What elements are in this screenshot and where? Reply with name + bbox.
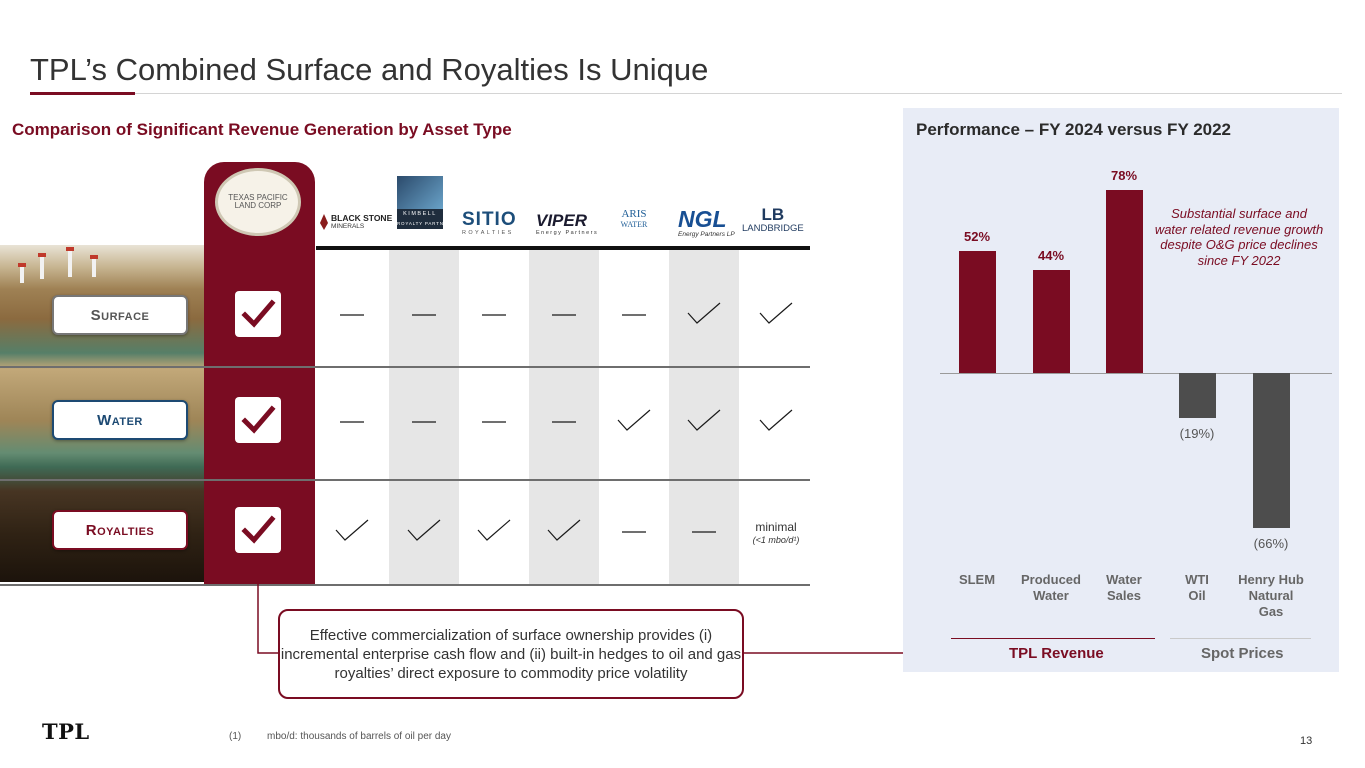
- logo-name: BLACK STONE: [331, 213, 393, 223]
- logo-name: VIPER: [536, 211, 588, 230]
- row-label-surface: Surface: [52, 295, 188, 335]
- tpl-water-checkbox: [235, 397, 281, 443]
- oil-rig-icon: [38, 253, 46, 279]
- checkmark-icon: [759, 302, 793, 324]
- dash-icon: [412, 421, 436, 423]
- bar-value-label: (66%): [1253, 536, 1289, 552]
- category-label: Water Sales: [1106, 572, 1142, 603]
- minimal-label: minimal: [755, 520, 797, 534]
- bar-value-label: 52%: [963, 228, 991, 244]
- logo-sub: ROYALTIES: [462, 230, 514, 236]
- logo-sub: MINERALS: [331, 223, 365, 230]
- comparison-heading: Comparison of Significant Revenue Genera…: [12, 120, 512, 139]
- dash-icon: [622, 314, 646, 316]
- checkmark-icon: [687, 409, 721, 431]
- title-accent-bar: [30, 92, 135, 95]
- logo-sub: ROYALTY PARTNERS: [397, 219, 455, 229]
- bar-produced-water: [1032, 269, 1070, 373]
- dash-icon: [340, 314, 364, 316]
- category-label: Henry Hub Natural Gas: [1238, 572, 1304, 619]
- dash-icon: [482, 421, 506, 423]
- category-label: SLEM: [958, 572, 996, 587]
- bar-value-label: 78%: [1110, 167, 1138, 183]
- footnote-marker: (1): [229, 731, 242, 742]
- footnote-text: mbo/d: thousands of barrels of oil per d…: [267, 731, 451, 742]
- viper-energy-logo: VIPER Energy Partners: [536, 212, 598, 237]
- seal-text: TEXAS PACIFIC LAND CORP: [228, 192, 288, 210]
- oil-rig-icon: [66, 247, 74, 277]
- landbridge-logo: LB LANDBRIDGE: [742, 206, 804, 235]
- title-divider: [30, 93, 1342, 94]
- row-divider: [0, 584, 810, 586]
- oil-rig-icon: [18, 263, 26, 283]
- logo-sub: Energy Partners LP: [678, 231, 735, 238]
- page-number: 13: [1300, 735, 1313, 747]
- dash-icon: [340, 421, 364, 423]
- tpl-revenue-group-line: [951, 638, 1155, 639]
- table-header-rule: [316, 246, 810, 250]
- logo-name: NGL: [678, 206, 727, 232]
- dash-icon: [622, 531, 646, 533]
- logo-sub: LANDBRIDGE: [742, 223, 804, 234]
- bar-wti-oil: [1178, 373, 1216, 418]
- performance-heading: Performance – FY 2024 versus FY 2022: [916, 120, 1232, 139]
- column-shade: [529, 250, 599, 584]
- kimbell-royalty-logo: KIMBELL ROYALTY PARTNERS: [397, 176, 455, 229]
- chart-baseline: [940, 373, 1332, 374]
- sitio-royalties-logo: SITIO ROYALTIES: [462, 210, 517, 237]
- callout-box: Effective commercialization of surface o…: [278, 609, 744, 699]
- checkmark-icon: [687, 302, 721, 324]
- black-stone-minerals-logo: BLACK STONE MINERALS: [320, 214, 392, 230]
- checkmark-icon: [617, 409, 651, 431]
- column-shade: [389, 250, 459, 584]
- checkmark-icon: [759, 409, 793, 431]
- minimal-royalties-note: minimal (<1 mbo/d¹): [748, 521, 804, 547]
- tpl-footer-logo: TPL: [42, 719, 90, 744]
- bar-value-label: 44%: [1037, 247, 1065, 263]
- bar-slem: [958, 250, 996, 373]
- dash-icon: [552, 314, 576, 316]
- dash-icon: [692, 531, 716, 533]
- logo-name: LB: [761, 205, 785, 224]
- row-label-water: Water: [52, 400, 188, 440]
- checkmark-icon: [477, 519, 511, 541]
- ngl-energy-logo: NGL Energy Partners LP: [678, 208, 735, 239]
- spot-prices-group-label: Spot Prices: [1201, 645, 1284, 662]
- logo-name: SITIO: [462, 209, 517, 230]
- checkmark-icon: [407, 519, 441, 541]
- performance-note: Substantial surface and water related re…: [1154, 206, 1324, 268]
- logo-sub: Energy Partners: [536, 230, 599, 236]
- aris-water-logo: ARIS WATER: [612, 200, 656, 229]
- column-shade: [669, 250, 739, 584]
- bar-water-sales: [1105, 189, 1143, 373]
- dash-icon: [412, 314, 436, 316]
- checkmark-icon: [335, 519, 369, 541]
- tpl-royalties-checkbox: [235, 507, 281, 553]
- category-label: Produced Water: [1021, 572, 1081, 603]
- minimal-sub-label: (<1 mbo/d¹): [752, 535, 800, 545]
- row-divider: [0, 479, 810, 481]
- tpl-surface-checkbox: [235, 291, 281, 337]
- slide-title: TPL’s Combined Surface and Royalties Is …: [30, 52, 709, 87]
- checkmark-icon: [547, 519, 581, 541]
- logo-sub: WATER: [620, 220, 648, 229]
- tpl-revenue-group-label: TPL Revenue: [1009, 645, 1104, 662]
- row-divider: [0, 366, 810, 368]
- logo-name: ARIS: [621, 208, 647, 220]
- dash-icon: [482, 314, 506, 316]
- logo-name: KIMBELL: [397, 209, 443, 219]
- bar-henry-hub-natural-gas: [1252, 373, 1290, 529]
- category-label: WTI Oil: [1185, 572, 1209, 603]
- tpl-seal-logo: TEXAS PACIFIC LAND CORP: [215, 168, 301, 236]
- dash-icon: [552, 421, 576, 423]
- spot-prices-group-line: [1170, 638, 1311, 639]
- row-label-royalties: Royalties: [52, 510, 188, 550]
- bar-value-label: (19%): [1179, 425, 1215, 441]
- oil-rig-icon: [90, 255, 98, 277]
